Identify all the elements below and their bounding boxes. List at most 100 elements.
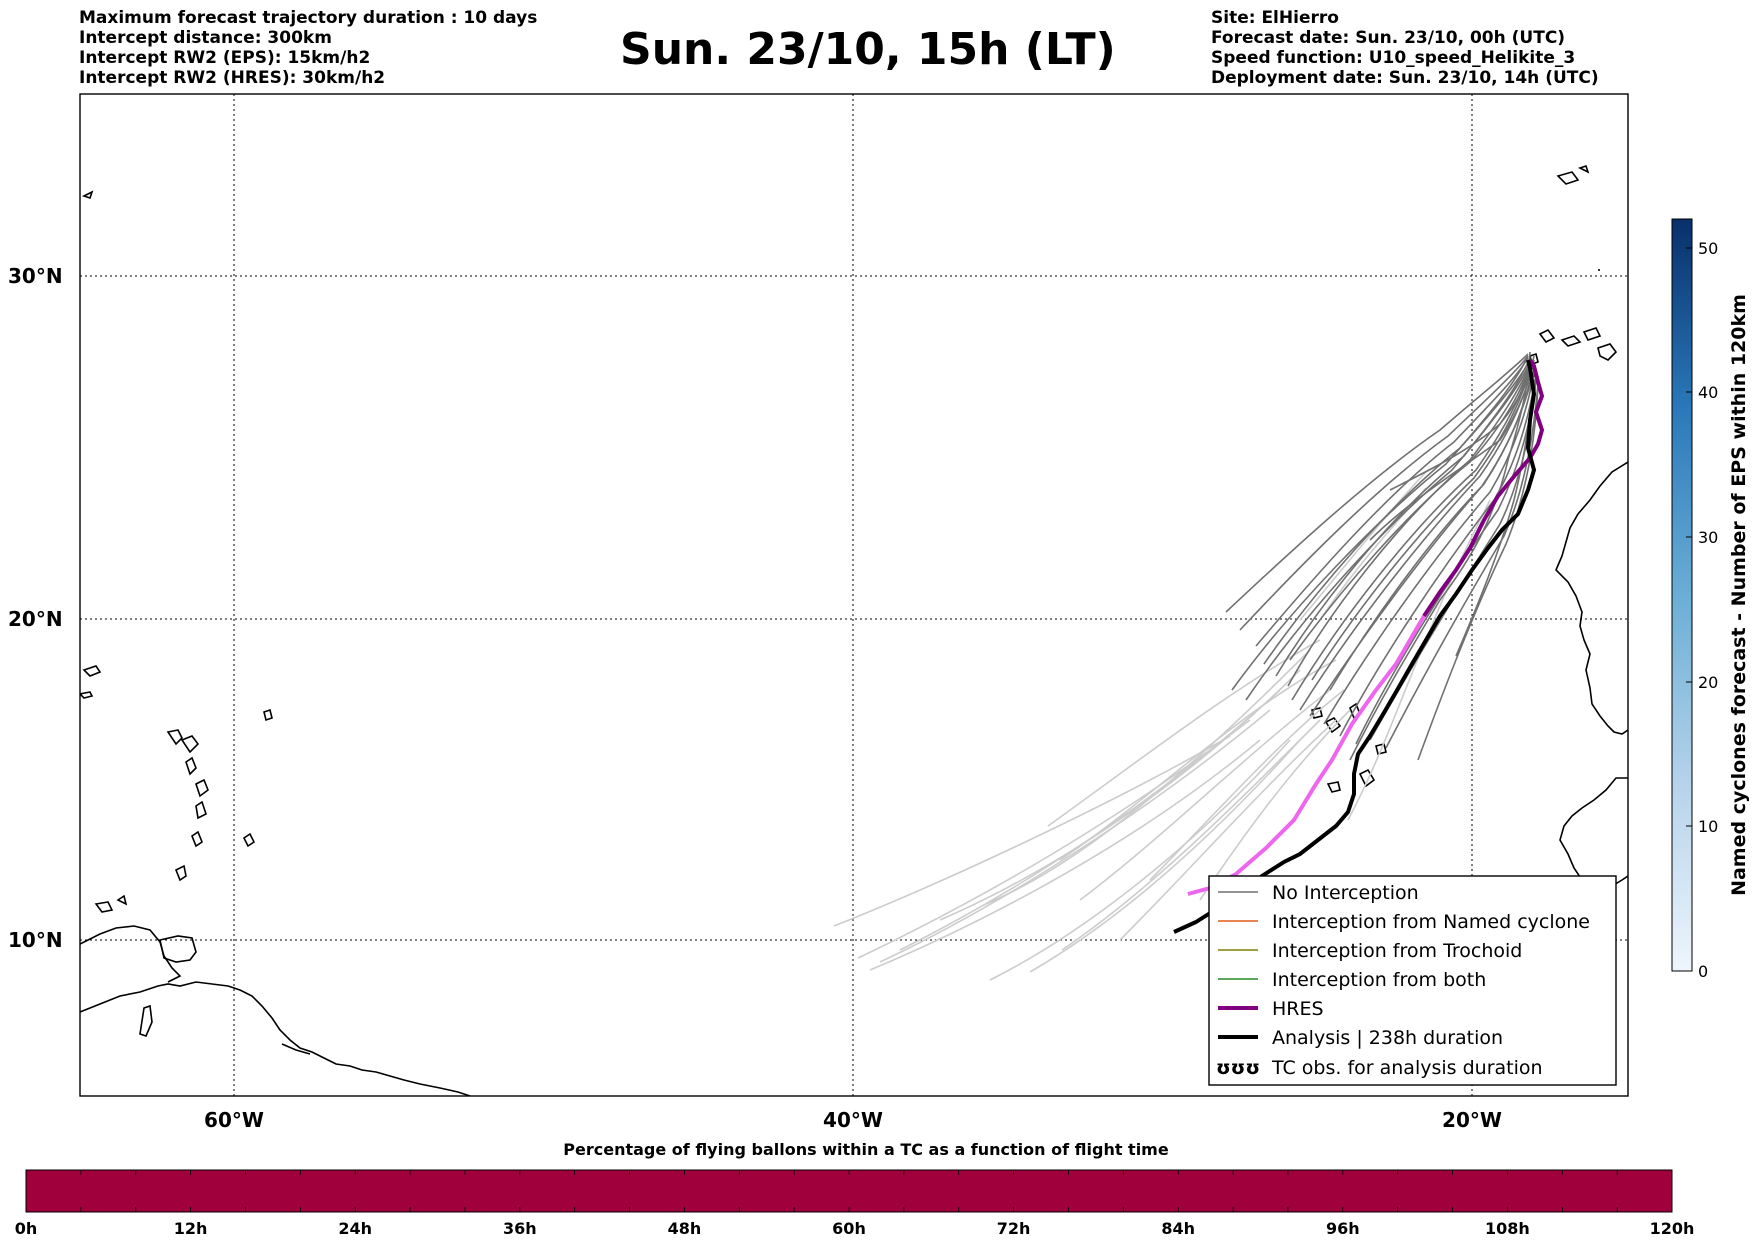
page-title: Sun. 23/10, 15h (LT) xyxy=(620,24,1116,75)
track-faded xyxy=(1119,719,1337,941)
coast-island-15 xyxy=(81,190,94,200)
track-no-interception xyxy=(1349,351,1531,761)
colorbar-label: Named cyclones forecast - Number of EPS … xyxy=(1728,294,1750,896)
track-no-interception xyxy=(1311,369,1531,681)
coast-canary-1 xyxy=(1538,328,1556,344)
info-left-line-3: Intercept RW2 (EPS): 15km/h2 xyxy=(79,48,371,68)
coast-africa-west xyxy=(1555,461,1628,735)
coast-island-8 xyxy=(242,832,256,848)
coast-canary-3 xyxy=(1582,327,1602,341)
coastlines xyxy=(80,164,1628,1096)
info-left-line-4: Intercept RW2 (HRES): 30km/h2 xyxy=(79,68,386,88)
track-faded xyxy=(1061,719,1321,951)
coast-madeira-2 xyxy=(1577,164,1590,174)
colorbar-tick-50: 50 xyxy=(1698,239,1718,258)
coast-island-2 xyxy=(180,735,200,754)
bottom-bar-tick-label: 60h xyxy=(832,1219,866,1238)
trajectories-no-interception xyxy=(1225,351,1539,761)
legend-label-hres: HRES xyxy=(1272,998,1324,1020)
coast-island-7 xyxy=(174,864,187,882)
legend-label-both: Interception from both xyxy=(1272,969,1486,991)
bottom-bar-tick-label: 84h xyxy=(1161,1219,1195,1238)
info-right-speed-function: Speed function: U10_speed_Helikite_3 xyxy=(1211,48,1576,68)
analysis-track xyxy=(1173,359,1537,934)
track-no-interception xyxy=(1289,363,1531,661)
bottom-bar-tick-label: 96h xyxy=(1326,1219,1360,1238)
track-faded xyxy=(1299,471,1427,621)
bottom-bar-tick-label: 108h xyxy=(1485,1219,1530,1238)
legend-label-tc-obs: TC obs. for analysis duration xyxy=(1271,1057,1543,1079)
track-faded xyxy=(939,669,1301,921)
lat-label-30: 30°N xyxy=(8,264,63,288)
bottom-bar-fill xyxy=(25,1169,1673,1213)
track-faded xyxy=(1079,689,1331,901)
track-no-interception xyxy=(1239,355,1529,631)
coast-cape-verde-1 xyxy=(1324,716,1342,734)
track-faded xyxy=(869,739,1261,971)
lon-label-60w: 60°W xyxy=(204,1108,264,1132)
track-faded xyxy=(1059,659,1337,861)
track-no-interception xyxy=(1291,365,1531,701)
coast-madeira xyxy=(1556,171,1580,185)
track-faded xyxy=(857,719,1251,959)
coast-cape-verde-5 xyxy=(1326,781,1341,793)
lat-label-20: 20°N xyxy=(8,607,63,631)
track-no-interception xyxy=(1339,373,1537,737)
coast-island-3 xyxy=(185,756,197,776)
track-faded xyxy=(1047,639,1321,827)
track-no-interception xyxy=(1263,359,1531,665)
coast-island-13 xyxy=(80,691,94,699)
track-faded xyxy=(833,735,1231,927)
bottom-bar-tick-label: 24h xyxy=(338,1219,372,1238)
track-no-interception xyxy=(1417,383,1539,761)
legend-label-named-cyclone: Interception from Named cyclone xyxy=(1272,911,1590,933)
track-no-interception xyxy=(1323,371,1535,725)
legend-label-trochoid: Interception from Trochoid xyxy=(1272,940,1522,962)
legend-swatch-tc-obs-icon: ʊʊʊ xyxy=(1216,1057,1260,1079)
legend-label-analysis: Analysis | 238h duration xyxy=(1272,1027,1503,1049)
track-no-interception xyxy=(1231,355,1529,691)
track-no-interception xyxy=(1329,371,1533,691)
bottom-bar-tick-label: 72h xyxy=(997,1219,1031,1238)
map-border xyxy=(79,93,1629,1097)
coast-canary-2 xyxy=(1560,335,1582,347)
bottom-bar-tick-label: 36h xyxy=(503,1219,537,1238)
legend: No Interception Interception from Named … xyxy=(1208,875,1617,1086)
lon-label-20w: 20°W xyxy=(1442,1108,1502,1132)
lat-label-10: 10°N xyxy=(8,928,63,952)
coast-island-9 xyxy=(94,901,114,913)
colorbar-tick-40: 40 xyxy=(1698,383,1718,402)
info-left-line-1: Maximum forecast trajectory duration : 1… xyxy=(79,8,538,28)
track-faded xyxy=(1029,739,1301,973)
coast-island-5 xyxy=(195,800,207,820)
bottom-bar-tick-label: 0h xyxy=(15,1219,38,1238)
track-faded xyxy=(989,739,1291,981)
legend-label-no-interception: No Interception xyxy=(1272,882,1419,904)
coast-island-11 xyxy=(139,1004,153,1037)
track-faded xyxy=(985,649,1311,905)
coast-island-14 xyxy=(263,708,273,722)
lon-label-40w: 40°W xyxy=(823,1108,883,1132)
track-no-interception xyxy=(1255,357,1529,647)
coast-guyana xyxy=(281,1043,311,1055)
bottom-bar-tick-label: 48h xyxy=(668,1219,702,1238)
info-right-forecast-date: Forecast date: Sun. 23/10, 00h (UTC) xyxy=(1211,28,1566,48)
colorbar-tick-30: 30 xyxy=(1698,528,1718,547)
coast-island-4 xyxy=(195,778,209,798)
info-right: Site: ElHierro Forecast date: Sun. 23/10… xyxy=(1211,8,1599,88)
info-left-line-2: Intercept distance: 300km xyxy=(79,28,332,48)
colorbar: 0 10 20 30 40 50 Named cyclones forecast… xyxy=(1671,218,1750,981)
track-faded xyxy=(879,709,1271,963)
info-left: Maximum forecast trajectory duration : 1… xyxy=(79,8,537,88)
track-no-interception xyxy=(1275,361,1531,677)
coast-south-america xyxy=(80,981,471,1096)
track-no-interception xyxy=(1225,353,1529,613)
colorbar-tick-20: 20 xyxy=(1698,673,1718,692)
track-faded xyxy=(1149,689,1345,881)
colorbar-tick-10: 10 xyxy=(1698,817,1718,836)
bottom-bar-tick-label: 120h xyxy=(1650,1219,1695,1238)
legend-box xyxy=(1208,875,1617,1086)
coast-cape-verde-3 xyxy=(1375,743,1387,755)
colorbar-tick-0: 0 xyxy=(1698,962,1708,981)
coast-island-12 xyxy=(82,665,102,677)
